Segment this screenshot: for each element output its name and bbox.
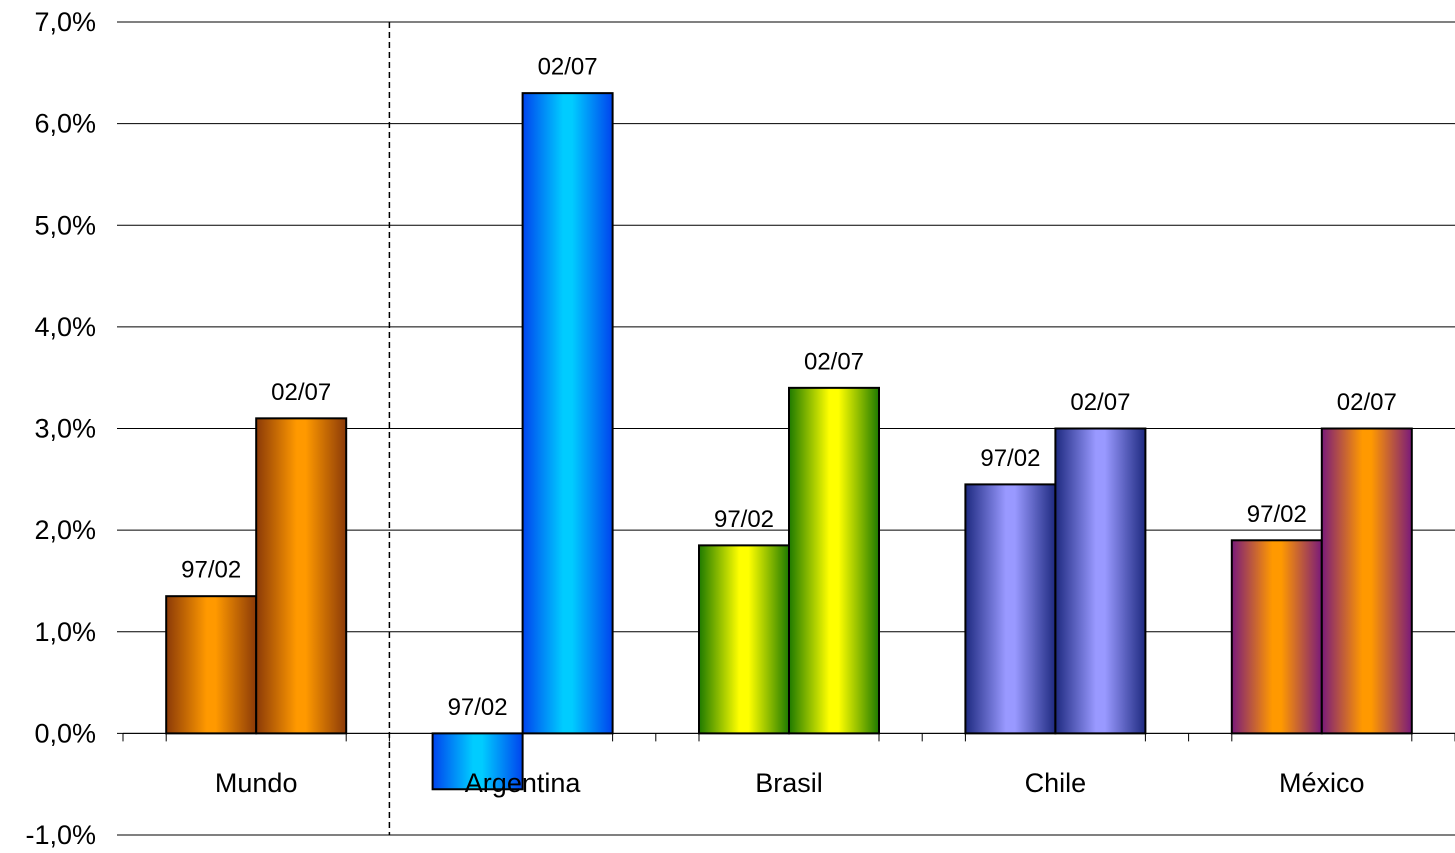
bar-brasil-0 [698,544,790,735]
y-tick-label: 7,0% [34,7,96,37]
labels: -1,0% 0,0% 1,0% 2,0% 3,0% 4,0% 5,0% 6,0% 7,0% 97/… [25,7,1396,850]
bar-mexico-1 [1320,427,1413,735]
category-label: Mundo [215,768,298,798]
data-label: 02/07 [804,348,864,375]
y-tick-label: 4,0% [34,312,96,342]
data-label: 97/02 [980,445,1040,472]
category-label: Brasil [755,768,823,798]
data-label: 97/02 [1247,501,1307,528]
category-label: Chile [1025,768,1087,798]
bar-chile-0 [964,483,1057,735]
y-tick-label: -1,0% [25,820,96,850]
y-tick-label: 1,0% [34,617,96,647]
data-label: 02/07 [271,379,331,406]
data-label: 02/07 [538,54,598,81]
y-tick-label: 6,0% [34,109,96,139]
y-tick-label: 2,0% [34,515,96,545]
data-label: 97/02 [448,694,508,721]
bar-mundo-1 [255,417,348,735]
bar-chile-1 [1054,427,1147,735]
y-tick-label: 0,0% [34,718,96,748]
data-label: 97/02 [181,557,241,584]
data-label: 02/07 [1337,389,1397,416]
bar-mundo-0 [165,595,258,735]
category-label: México [1279,768,1365,798]
axes [117,21,1455,836]
data-label: 97/02 [714,506,774,533]
category-label: Argentina [465,768,582,798]
bar-mexico-0 [1230,539,1323,735]
data-label: 02/07 [1070,389,1130,416]
y-tick-label: 5,0% [34,210,96,240]
bar-argentina-1 [521,92,614,735]
y-tick-label: 3,0% [34,414,96,444]
bar-brasil-1 [788,386,880,735]
bars [165,92,1413,791]
